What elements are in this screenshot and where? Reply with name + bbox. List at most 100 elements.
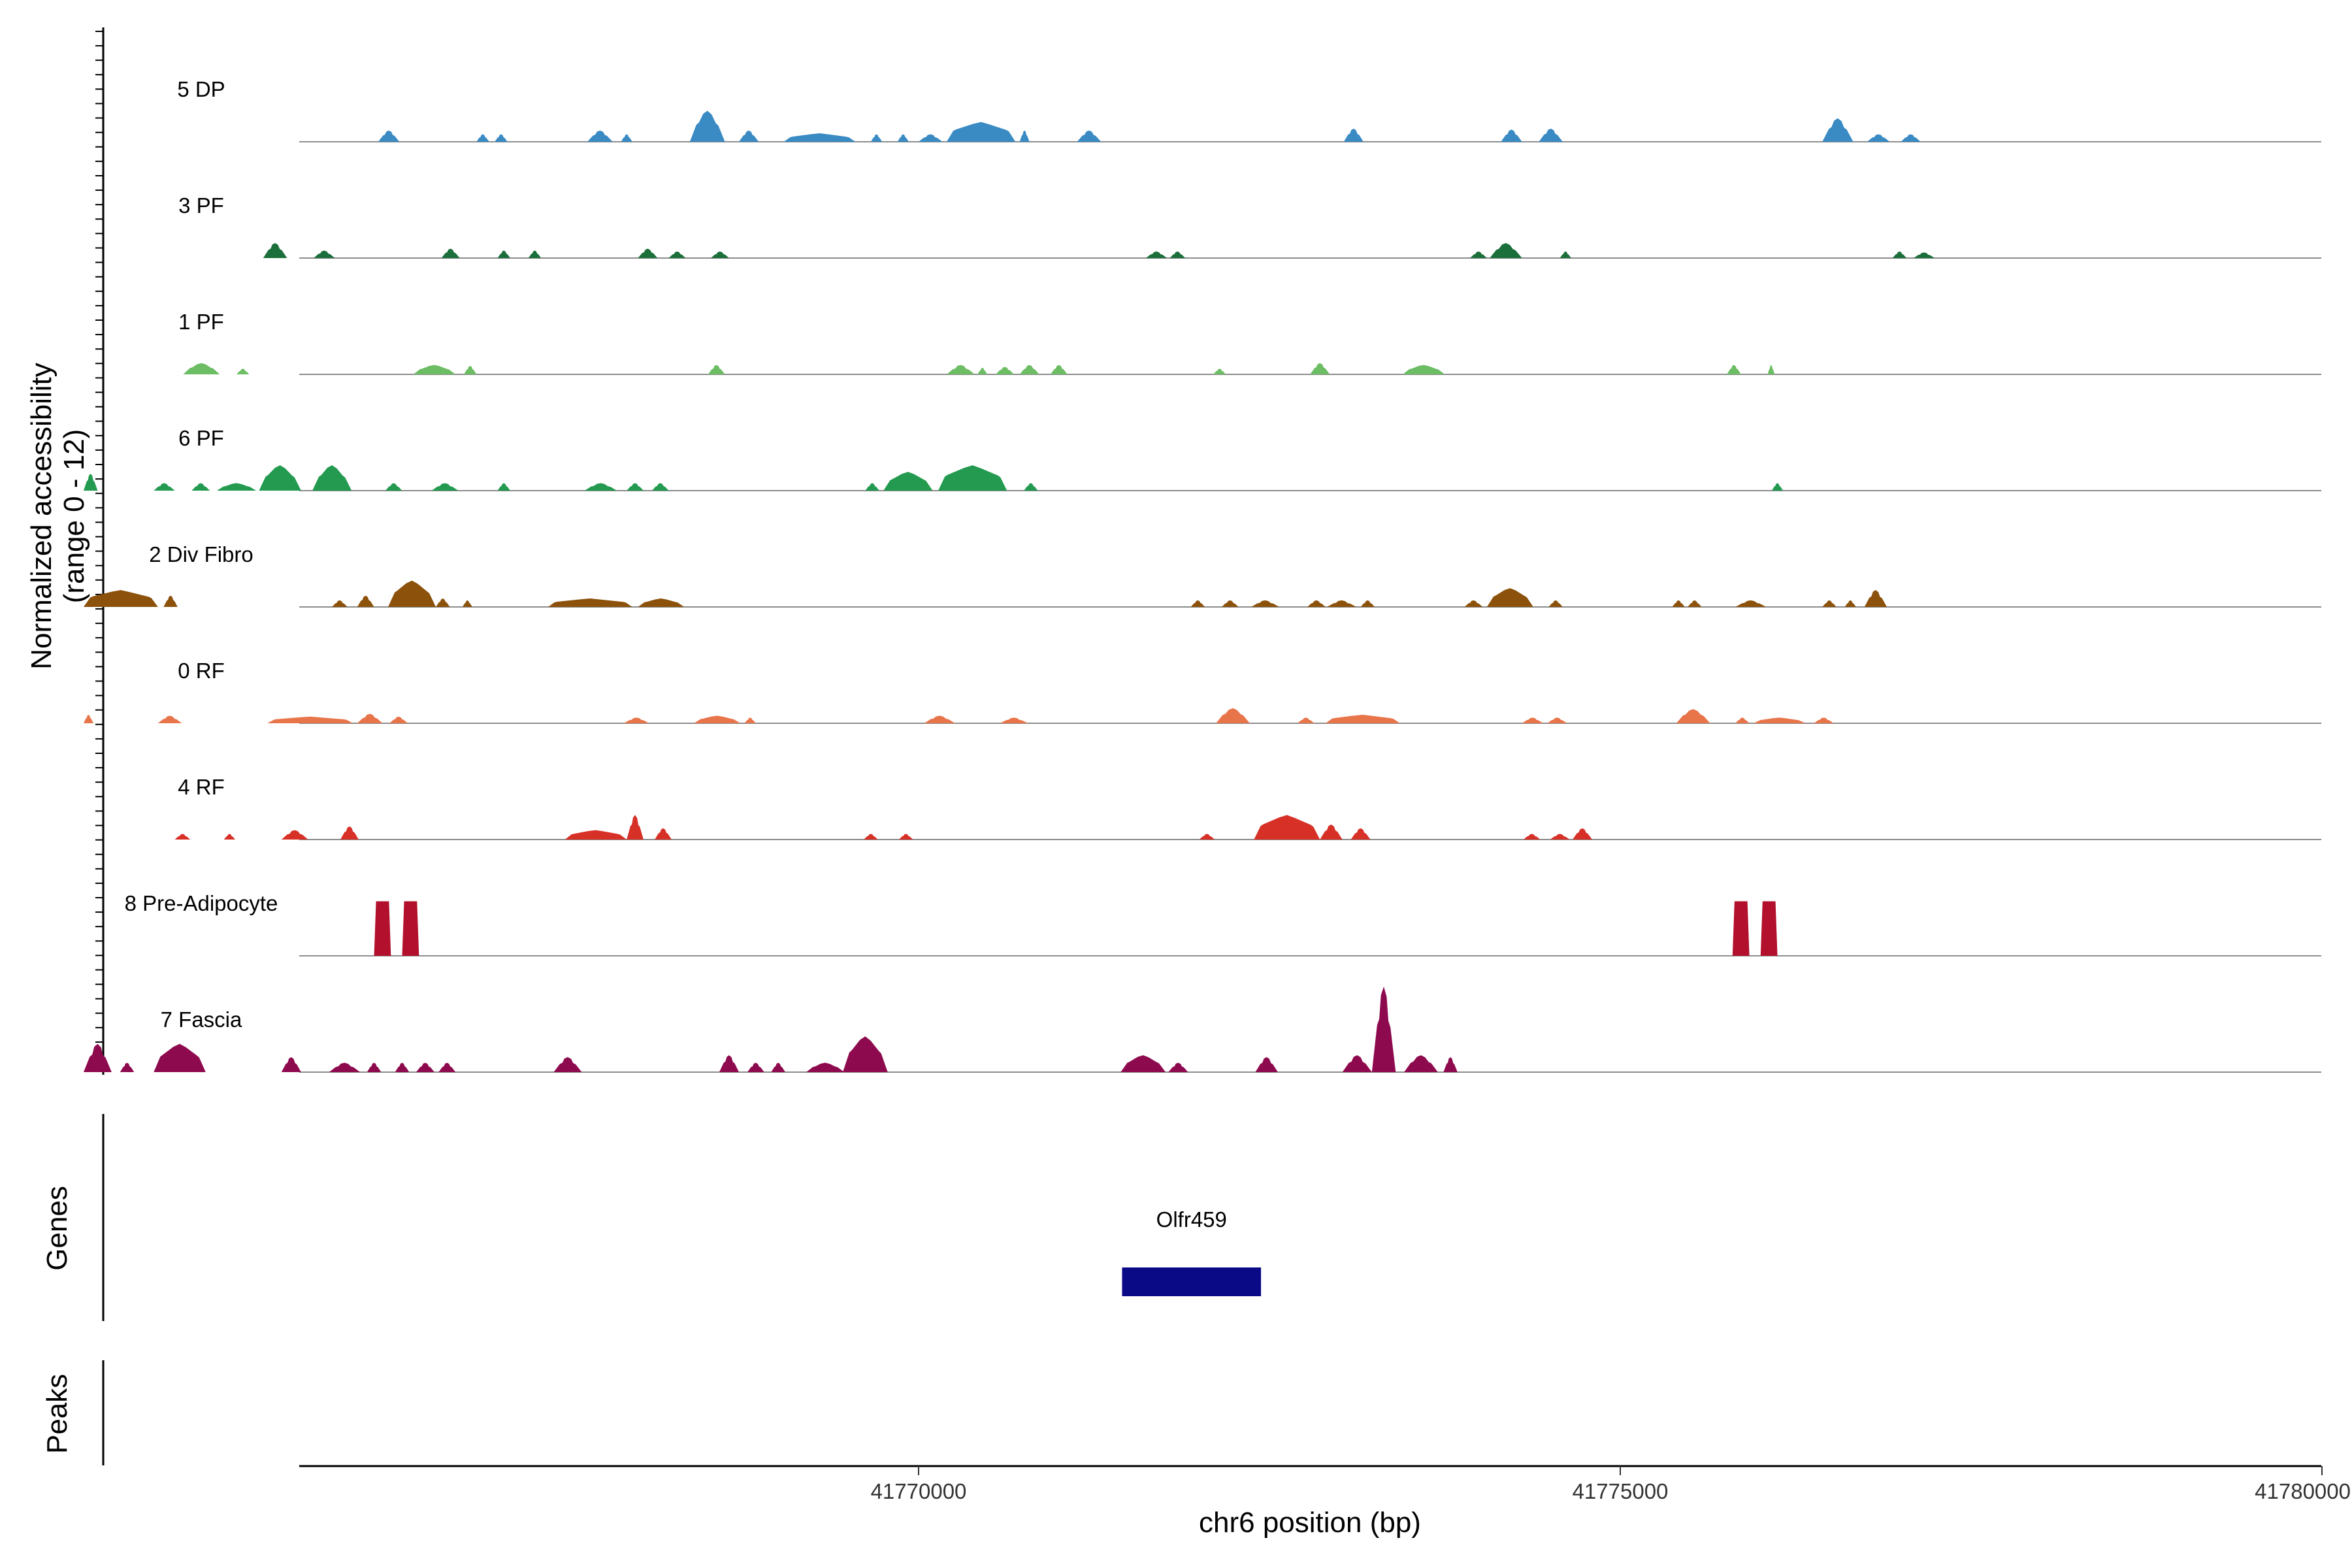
coverage-peak (708, 365, 725, 374)
coverage-peak (564, 830, 627, 840)
coverage-peak (898, 834, 913, 840)
coverage-peak (1822, 600, 1837, 607)
coverage-peak (1844, 600, 1856, 607)
coverage-peak (1371, 986, 1396, 1072)
gene-track: Olfr459 (1122, 1207, 1262, 1296)
coverage-peak (1676, 709, 1710, 723)
coverage-peak (638, 598, 685, 607)
coverage-peak (621, 134, 632, 142)
coverage-peak (154, 1043, 206, 1072)
coverage-peak (1523, 834, 1541, 840)
track-label: 8 Pre-Adipocyte (125, 891, 278, 915)
track-2-div-fibro: 2 Div Fibro (83, 542, 2321, 608)
track-label: 2 Div Fibro (149, 542, 253, 566)
coverage-peak (263, 242, 287, 258)
coverage-peak (1771, 483, 1784, 491)
coverage-peak (1024, 483, 1038, 491)
coverage-peak (385, 483, 402, 491)
coverage-peak (783, 133, 856, 142)
coverage-peak (996, 367, 1015, 374)
coverage-peak (395, 1062, 410, 1072)
coverage-peak (1404, 1055, 1438, 1072)
track-label: 3 PF (178, 193, 224, 218)
coverage-peak (1077, 130, 1102, 142)
coverage-peak (1913, 252, 1935, 258)
coverage-peak (528, 250, 542, 258)
coverage-peak (157, 715, 182, 723)
coverage-peak (1360, 600, 1375, 607)
coverage-peak (1254, 815, 1320, 840)
coverage-peak (267, 716, 353, 723)
coverage-peak (314, 250, 335, 258)
coverage-peak (553, 1056, 582, 1072)
x-axis: 41770000 41775000 41780000 (299, 1465, 2351, 1503)
track-8-pre-adipocyte: 8 Pre-Adipocyte (125, 891, 2321, 956)
coverage-peak (1000, 717, 1028, 723)
coverage-peak (374, 901, 391, 956)
x-tick-label: 41770000 (871, 1479, 967, 1503)
coverage-peak (864, 834, 878, 840)
coverage-peak (1343, 128, 1364, 142)
coverage-peak (1168, 1062, 1188, 1072)
coverage-peak (946, 122, 1016, 142)
coverage-peak (223, 834, 235, 840)
coverage-peak (357, 713, 383, 723)
coverage-peak (843, 1036, 888, 1072)
coverage-peak (83, 590, 158, 607)
coverage-peak (413, 365, 456, 374)
coverage-peak (1486, 588, 1533, 607)
coverage-peak (281, 830, 308, 840)
coverage-peak (1019, 130, 1030, 142)
coverage-peak (438, 1062, 456, 1072)
coverage-peak (497, 250, 510, 258)
coverage-peak (1735, 717, 1750, 723)
coverage-peak (1297, 717, 1315, 723)
coverage-peak (655, 828, 672, 840)
coverage-tracks: 5 DP 3 PF 1 PF 6 PF 2 Div Fibro 0 RF 4 RF 8 Pre… (83, 77, 2321, 1073)
left-axis-ticks (95, 31, 103, 1072)
coverage-peak (1572, 828, 1593, 840)
coverage-peak (1814, 717, 1834, 723)
coverage-peak (1539, 128, 1563, 142)
coverage-peak (547, 598, 632, 607)
track-3-pf: 3 PF (178, 193, 2321, 259)
coverage-peak (1120, 1055, 1166, 1072)
coverage-peak (739, 130, 759, 142)
coverage-peak (924, 715, 955, 723)
coverage-peak (1050, 365, 1068, 374)
coverage-peak (1892, 251, 1907, 258)
coverage-peak (1754, 717, 1806, 723)
coverage-peak (83, 715, 93, 723)
coverage-peak (1342, 1055, 1372, 1072)
coverage-peak (1221, 600, 1239, 607)
coverage-peak (1550, 834, 1570, 840)
coverage-peak (1732, 901, 1750, 956)
coverage-peak (174, 834, 191, 840)
coverage-peak (1251, 600, 1280, 607)
coverage-peak (191, 483, 210, 491)
coverage-peak (388, 580, 436, 607)
track-label: 1 PF (178, 310, 224, 334)
coverage-peak (870, 134, 883, 142)
coverage-peak (476, 134, 489, 142)
coverage-peak (436, 598, 450, 607)
coverage-peak (1320, 824, 1343, 840)
x-tick-label: 41775000 (1573, 1479, 1669, 1503)
coverage-peak (747, 1062, 764, 1072)
coverage-peak (495, 134, 508, 142)
coverage-peak (1548, 600, 1563, 607)
coverage-peak (919, 134, 943, 142)
coverage-peak (1864, 590, 1887, 607)
coverage-peak (332, 600, 348, 607)
track-label: 6 PF (178, 426, 224, 450)
coverage-peak (83, 1043, 112, 1072)
coverage-peak (259, 465, 301, 491)
track-0-rf: 0 RF (83, 659, 2321, 724)
coverage-peak (1688, 600, 1702, 607)
track-label: 7 Fascia (161, 1007, 242, 1032)
coverage-peak (946, 365, 975, 374)
coverage-peak (1560, 251, 1571, 258)
x-axis-title: chr6 position (bp) (1199, 1507, 1421, 1539)
coverage-peak (357, 595, 374, 607)
